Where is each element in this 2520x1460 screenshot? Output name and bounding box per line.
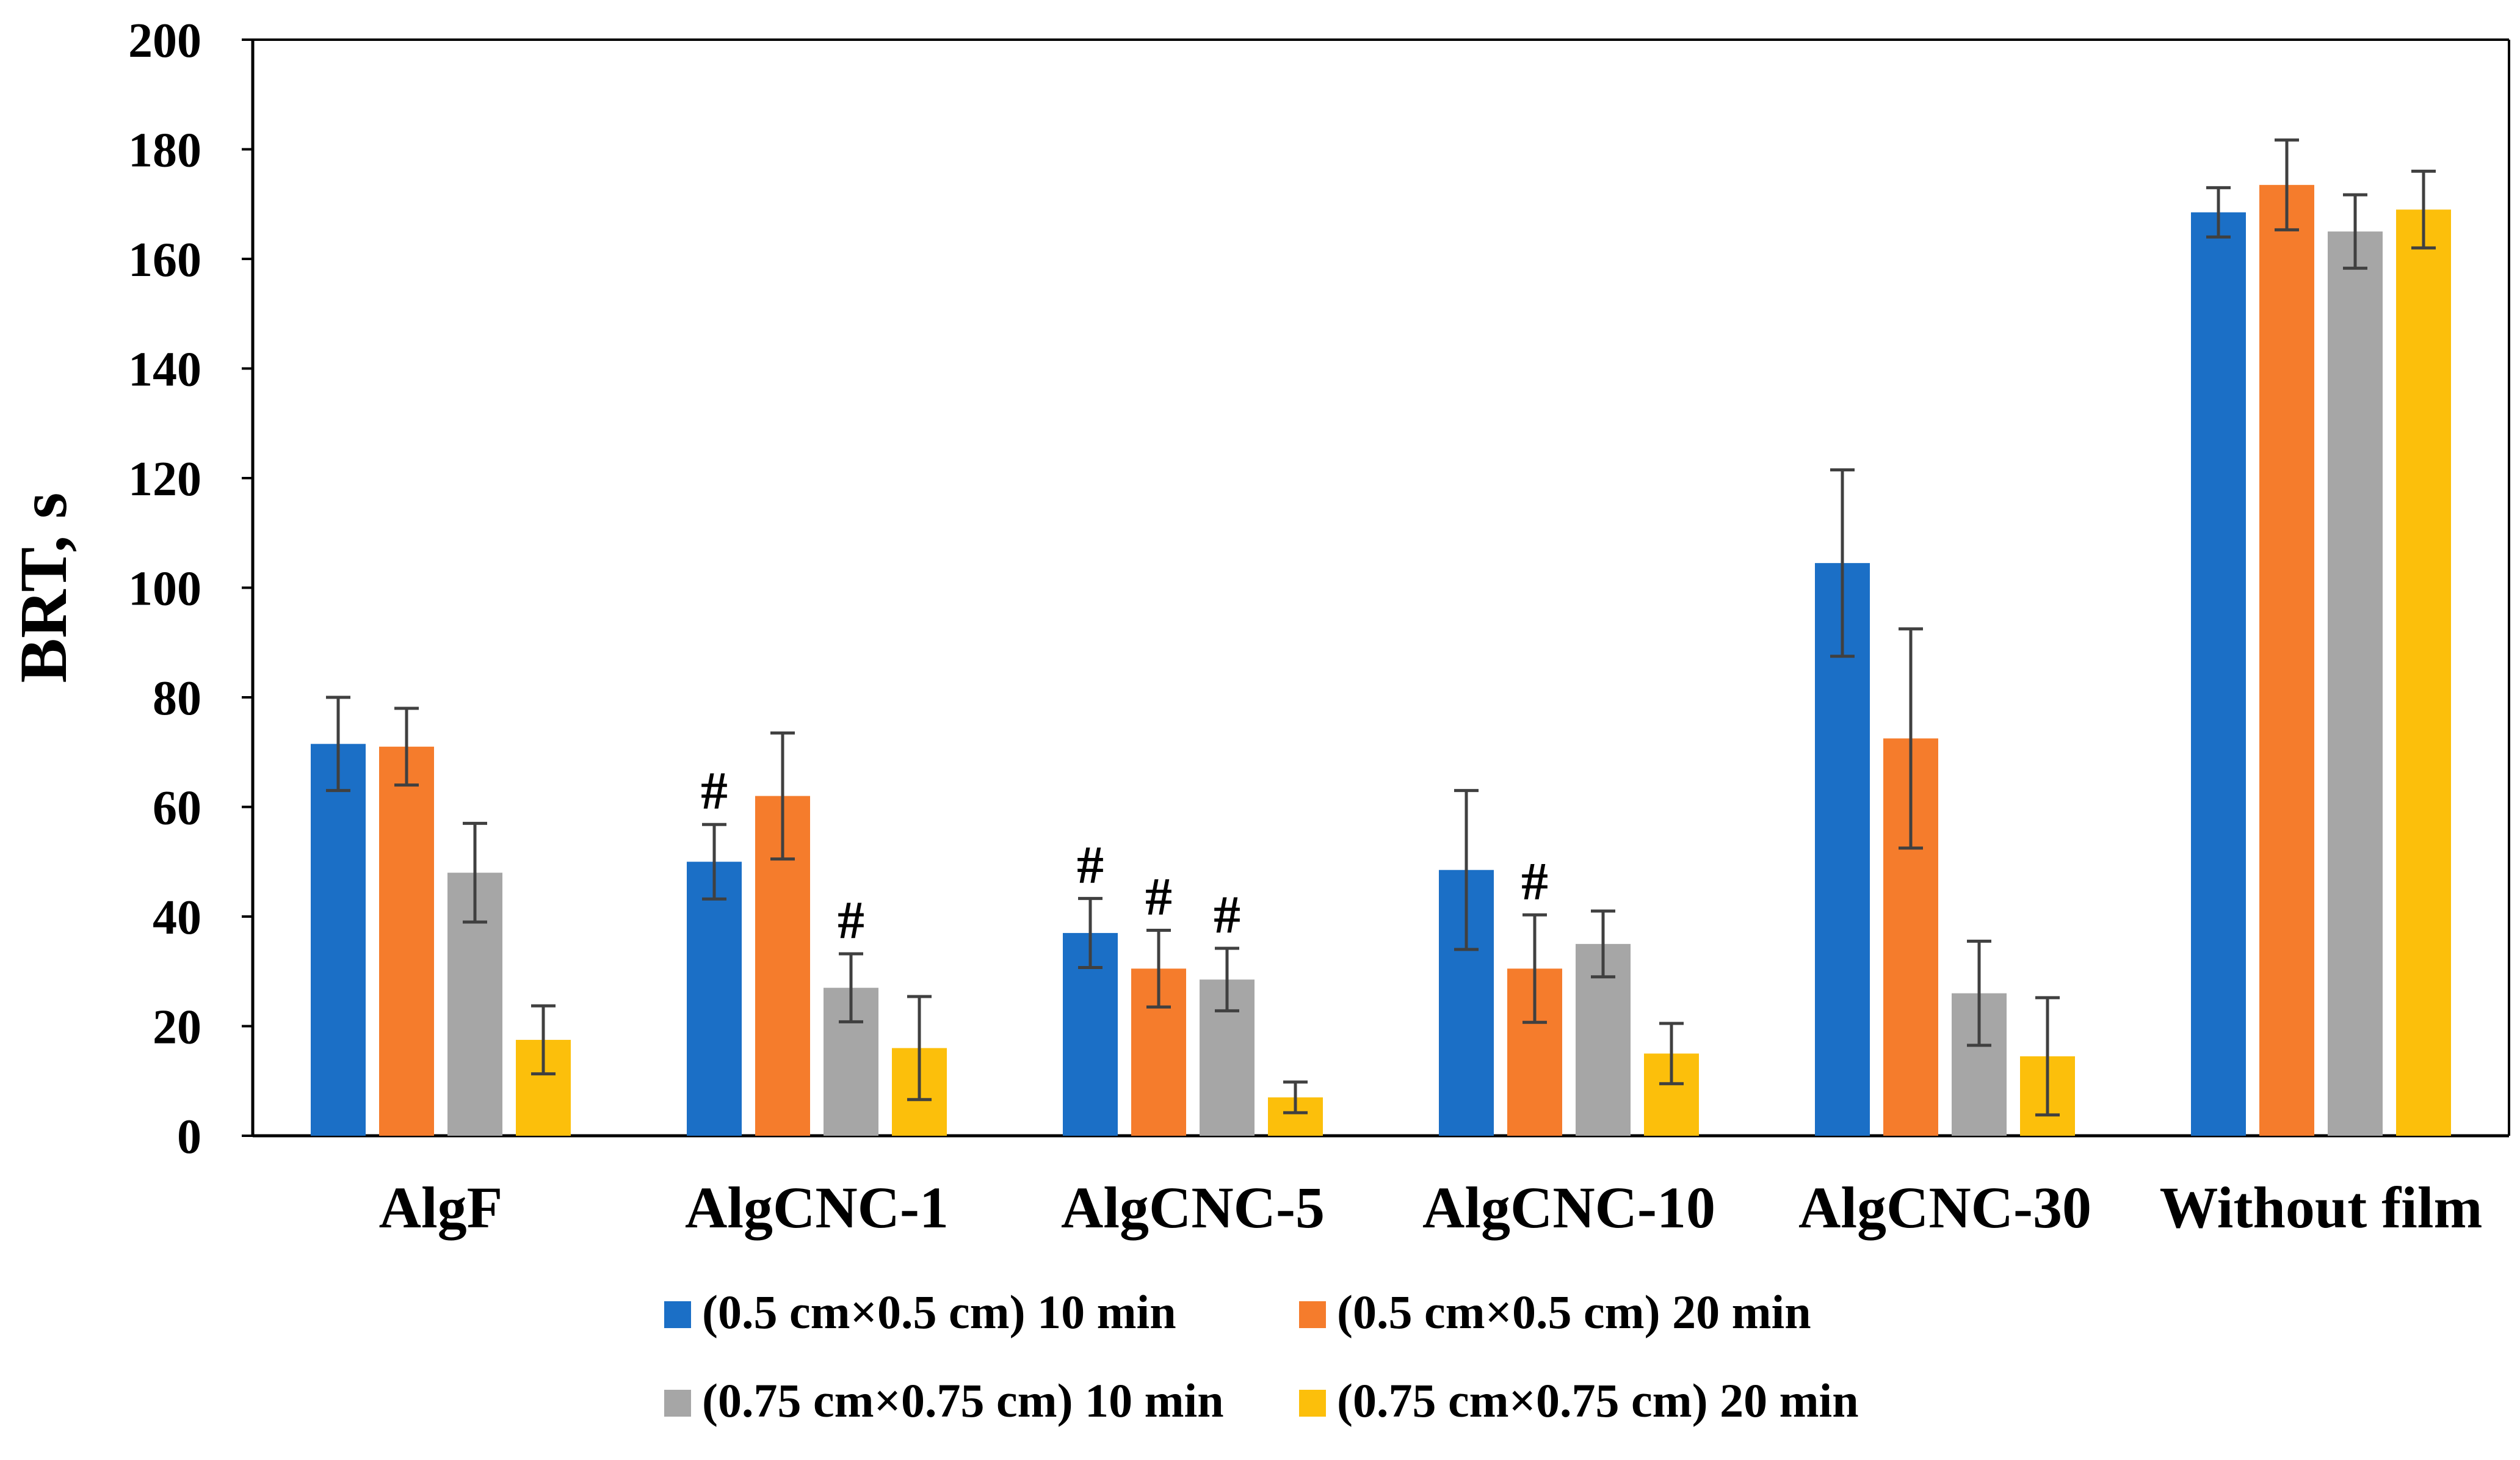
x-category-label: AlgCNC-1 [685,1175,949,1240]
y-tick-label: 180 [128,124,201,178]
bar [1815,563,1870,1136]
legend-swatch [664,1301,691,1328]
y-tick-label: 160 [128,233,201,287]
error-bars [326,138,2436,1117]
annotations: # # # # # # [701,761,1548,950]
bar [687,862,742,1136]
legend-label: (0.5 cm×0.5 cm) 20 min [1337,1285,1811,1338]
significance-marker: # [1145,867,1172,926]
x-category-label: Without film [2160,1175,2483,1240]
y-tick-label: 20 [153,1001,201,1055]
y-tick-label: 40 [153,891,201,945]
y-tick-label: 140 [128,343,201,397]
x-category-label: AlgF [379,1175,503,1240]
significance-marker: # [1214,885,1240,945]
y-tick-label: 100 [128,562,201,616]
y-axis-title: BRT, s [6,493,81,683]
x-category-label: AlgCNC-5 [1061,1175,1325,1240]
y-tick-label: 60 [153,782,201,835]
bar [2191,212,2246,1136]
significance-marker: # [1077,835,1104,895]
y-tick-label: 80 [153,672,201,725]
legend-label: (0.75 cm×0.75 cm) 20 min [1337,1374,1859,1427]
x-category-label: AlgCNC-10 [1422,1175,1715,1240]
significance-marker: # [701,761,728,821]
x-category-label: AlgCNC-30 [1798,1175,2091,1240]
y-tick-label: 200 [128,14,201,68]
bar [379,746,434,1136]
legend-swatch [664,1390,691,1417]
legend-swatch [1299,1390,1326,1417]
significance-marker: # [838,891,864,950]
bar [2396,209,2451,1136]
y-tick-label: 0 [177,1110,201,1164]
legend-swatch [1299,1301,1326,1328]
bar [2328,231,2383,1136]
legend-label: (0.75 cm×0.75 cm) 10 min [702,1374,1224,1427]
legend: (0.5 cm×0.5 cm) 10 min (0.5 cm×0.5 cm) 20… [664,1285,1859,1427]
y-tick-label: 120 [128,452,201,506]
axes: 0 20 40 60 80 100 120 140 160 180 200 BRT, s AlgF Alg… [6,14,2510,1240]
legend-label: (0.5 cm×0.5 cm) 10 min [702,1285,1176,1338]
significance-marker: # [1521,852,1548,911]
bars [311,184,2451,1136]
bar [311,744,366,1136]
bar [2259,184,2314,1136]
